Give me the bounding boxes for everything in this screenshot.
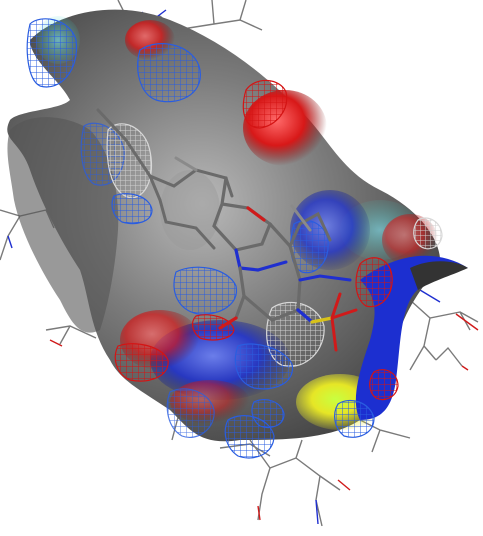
ligand-stick-model[interactable] <box>96 108 358 352</box>
molecular-surface[interactable] <box>7 9 468 442</box>
